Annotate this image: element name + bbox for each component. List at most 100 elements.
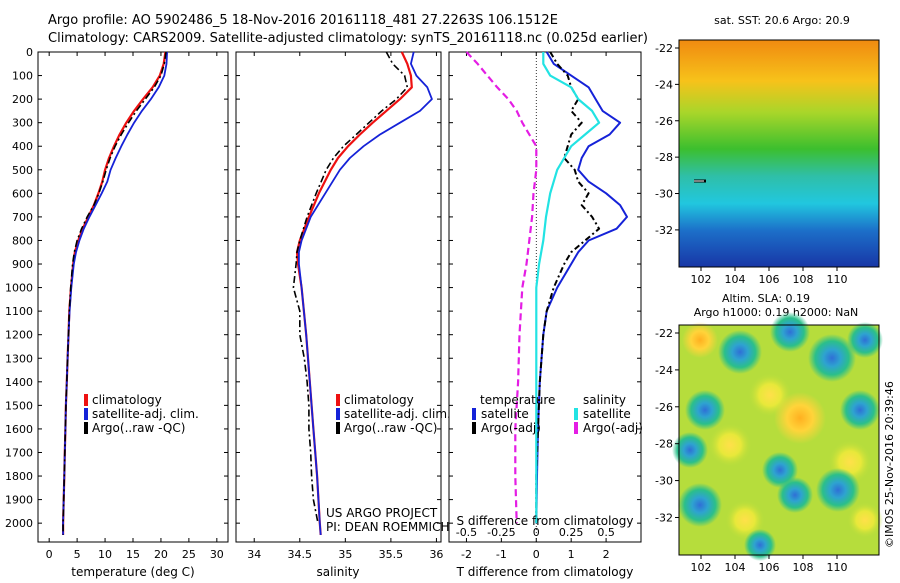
lat-tick-label: -24 — [655, 364, 673, 377]
lat-tick-label: -26 — [655, 115, 673, 128]
figure-subtitle: Climatology: CARS2009. Satellite-adjuste… — [48, 31, 648, 46]
depth-tick-label: 1000 — [5, 282, 33, 295]
imos-credit: ©IMOS 25-Nov-2016 20:39:46 — [883, 381, 896, 548]
depth-tick-label: 500 — [12, 164, 33, 177]
lon-tick-label: 104 — [725, 561, 746, 574]
x-tick-label: 10 — [98, 548, 112, 561]
x-tick-label: -1 — [496, 548, 507, 561]
temperature-x-label: temperature (deg C) — [71, 565, 194, 579]
x-tick-label: 35 — [338, 548, 352, 561]
legend-swatch-climatology — [336, 394, 340, 406]
s-tick-label: -0.25 — [487, 526, 515, 539]
lon-tick-label: 106 — [759, 273, 780, 286]
difference-series — [465, 51, 628, 524]
depth-tick-label: 100 — [12, 70, 33, 83]
legend-swatch-sat-t — [472, 408, 476, 420]
depth-tick-label: 1100 — [5, 305, 33, 318]
sst-map: sat. SST: 20.6 Argo: 20.9 -22 -24 -26 -28 -3… — [655, 14, 880, 286]
difference-plot-frame — [448, 51, 642, 543]
series-line — [292, 51, 409, 524]
depth-tick-label: 400 — [12, 140, 33, 153]
sla-map-eddies — [672, 312, 883, 561]
legend-temperature-heading: temperature — [480, 393, 555, 407]
s-tick-label: 0.5 — [597, 526, 615, 539]
x-tick-label: 36 — [429, 548, 443, 561]
lat-tick-label: -24 — [655, 78, 673, 91]
depth-tick-label: 1600 — [5, 423, 33, 436]
salinity-panel: 34 34.5 35 35.5 36 salinity climatology sate… — [235, 51, 451, 579]
lat-tick-label: -30 — [655, 475, 673, 488]
legend-swatch-argo — [84, 422, 88, 434]
difference-panel: -2 -1 0 1 2 -0.5 -0.25 0 0.25 0.5 T difference f… — [448, 51, 643, 579]
x-tick-label: -2 — [461, 548, 472, 561]
lon-tick-label: 106 — [759, 561, 780, 574]
depth-tick-label: 2000 — [5, 517, 33, 530]
depth-tick-label: 1500 — [5, 399, 33, 412]
x-tick-label: 0 — [46, 548, 53, 561]
series-line — [535, 51, 601, 524]
credit-pi: PI: DEAN ROEMMICH — [326, 520, 449, 534]
depth-tick-label: 1700 — [5, 446, 33, 459]
legend-argo-s: Argo(-adj) — [583, 421, 643, 435]
sla-map-subtitle: Argo h1000: 0.19 h2000: NaN — [694, 306, 859, 319]
x-tick-label: 25 — [182, 548, 196, 561]
lat-tick-label: -30 — [655, 188, 673, 201]
lat-tick-label: -28 — [655, 151, 673, 164]
legend-swatch-climatology — [84, 394, 88, 406]
lat-tick-label: -28 — [655, 438, 673, 451]
depth-tick-label: 1300 — [5, 352, 33, 365]
x-tick-label: 20 — [154, 548, 168, 561]
sla-map: Altim. SLA: 0.19 Argo h1000: 0.19 h2000:… — [655, 292, 883, 574]
lon-tick-label: 108 — [793, 561, 814, 574]
sla-lon-axis: 102 104 106 108 110 — [691, 555, 848, 574]
lat-tick-label: -26 — [655, 401, 673, 414]
sst-map-field — [679, 40, 879, 267]
sla-lat-axis: -22 -24 -26 -28 -30 -32 — [655, 327, 679, 524]
x-tick-label: 1 — [568, 548, 575, 561]
legend-satellite: satellite-adj. clim. — [92, 407, 199, 421]
depth-tick-label: 0 — [26, 46, 33, 59]
salinity-difference-label: S difference from climatology — [457, 514, 634, 528]
salinity-legend: climatology satellite-adj. clim. Argo(..… — [336, 393, 451, 435]
x-tick-label: 2 — [603, 548, 610, 561]
lat-tick-label: -32 — [655, 224, 673, 237]
depth-tick-label: 200 — [12, 93, 33, 106]
lat-tick-label: -32 — [655, 511, 673, 524]
salinity-x-axis: 34 34.5 35 35.5 36 — [247, 52, 443, 561]
depth-tick-label: 600 — [12, 187, 33, 200]
legend-argo-t: Argo(-adj) — [481, 421, 541, 435]
sla-map-title: Altim. SLA: 0.19 — [722, 292, 810, 305]
legend-swatch-argo-s — [574, 422, 578, 434]
legend-climatology: climatology — [92, 393, 162, 407]
s-tick-label: 0.25 — [559, 526, 584, 539]
sst-map-frame — [678, 39, 880, 268]
temperature-series — [61, 51, 168, 535]
lon-tick-label: 110 — [827, 561, 848, 574]
legend-swatch-argo-t — [472, 422, 476, 434]
legend-sat-t: satellite — [481, 407, 529, 421]
lat-tick-label: -22 — [655, 42, 673, 55]
depth-tick-label: 700 — [12, 211, 33, 224]
difference-depth-ticks — [449, 51, 641, 524]
series-line — [535, 52, 601, 524]
lon-tick-label: 110 — [827, 273, 848, 286]
x-tick-label: 15 — [126, 548, 140, 561]
depth-tick-label: 900 — [12, 258, 33, 271]
depth-tick-label: 1400 — [5, 376, 33, 389]
depth-tick-label: 1200 — [5, 329, 33, 342]
temperature-depth-axis: 0 100 200 300 400 500 600 700 800 900 1000 1100 1200… — [5, 46, 228, 530]
salinity-x-label: salinity — [316, 565, 359, 579]
series-line — [62, 51, 167, 535]
difference-x-label: T difference from climatology — [456, 565, 634, 579]
lon-tick-label: 108 — [793, 273, 814, 286]
depth-tick-label: 800 — [12, 234, 33, 247]
legend-swatch-satellite — [84, 408, 88, 420]
x-tick-label: 35.5 — [379, 548, 404, 561]
sst-map-title: sat. SST: 20.6 Argo: 20.9 — [714, 14, 850, 27]
x-tick-label: 34.5 — [288, 548, 313, 561]
series-line — [465, 51, 538, 524]
temperature-legend: climatology satellite-adj. clim. Argo(..… — [84, 393, 199, 435]
x-tick-label: 0 — [533, 548, 540, 561]
lon-tick-label: 104 — [725, 273, 746, 286]
